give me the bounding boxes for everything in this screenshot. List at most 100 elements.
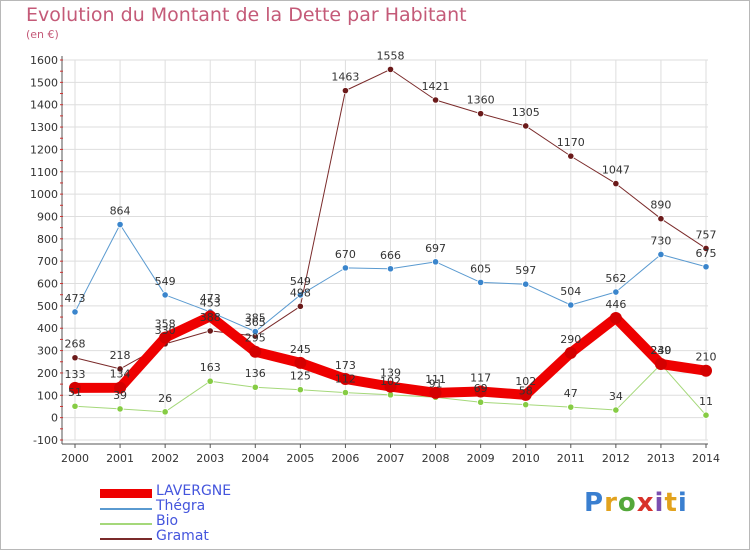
- y-tick-label: 1400: [30, 99, 58, 112]
- data-point: [206, 327, 214, 335]
- data-point: [522, 280, 530, 288]
- x-tick-label: 2012: [602, 452, 630, 465]
- data-point: [609, 311, 622, 324]
- data-label: 111: [425, 373, 446, 386]
- proxiti-logo: Proxiti: [584, 488, 688, 518]
- data-label: 136: [245, 367, 266, 380]
- y-tick-label: -100: [33, 434, 58, 447]
- data-point: [116, 405, 124, 413]
- data-point: [522, 401, 530, 409]
- data-point: [159, 331, 172, 344]
- data-label: 163: [200, 361, 221, 374]
- y-tick-label: 1100: [30, 166, 58, 179]
- data-label: 1360: [467, 94, 495, 107]
- data-label: 446: [605, 298, 626, 311]
- data-label: 133: [65, 368, 86, 381]
- data-label: 562: [605, 272, 626, 285]
- data-label: 605: [470, 262, 491, 275]
- legend-label: LAVERGNE: [156, 483, 232, 499]
- data-point: [431, 96, 440, 104]
- data-label: 34: [609, 390, 623, 403]
- data-point: [114, 381, 127, 394]
- x-tick-label: 2014: [692, 452, 720, 465]
- legend-swatch: [100, 523, 152, 525]
- data-label: 1558: [377, 49, 405, 62]
- data-label: 473: [200, 292, 221, 305]
- data-point: [522, 122, 530, 130]
- y-tick-label: 300: [37, 345, 58, 358]
- data-label: 239: [650, 344, 671, 357]
- data-label: 1421: [422, 80, 450, 93]
- data-label: 365: [245, 316, 266, 329]
- data-label: 268: [65, 338, 86, 351]
- data-label: 173: [335, 359, 356, 372]
- data-label: 47: [564, 387, 578, 400]
- data-label: 210: [696, 351, 717, 364]
- data-point: [477, 278, 485, 287]
- data-label: 125: [290, 370, 311, 383]
- data-point: [161, 291, 169, 299]
- data-label: 1047: [602, 164, 630, 177]
- data-label: 102: [380, 375, 401, 388]
- data-point: [567, 301, 575, 309]
- data-point: [519, 388, 532, 401]
- logo-letter: x: [636, 488, 655, 518]
- data-label: 102: [515, 375, 536, 388]
- data-label: 39: [113, 389, 127, 402]
- data-point: [71, 354, 79, 362]
- logo-letter: i: [677, 488, 688, 518]
- data-point: [69, 381, 81, 394]
- data-point: [386, 65, 395, 73]
- legend-swatch: [100, 508, 152, 510]
- legend-label: Gramat: [156, 528, 209, 544]
- data-point: [477, 110, 485, 118]
- data-point: [612, 406, 620, 414]
- data-label: 58: [519, 385, 533, 398]
- data-label: 117: [470, 371, 491, 384]
- data-label: 51: [68, 386, 82, 399]
- data-label: 69: [474, 382, 488, 395]
- legend-label: Bio: [156, 513, 179, 529]
- data-point: [567, 152, 575, 160]
- y-tick-label: 0: [51, 412, 58, 425]
- x-tick-label: 2008: [422, 452, 450, 465]
- x-tick-label: 2013: [647, 452, 675, 465]
- data-label: 498: [290, 286, 311, 299]
- data-label: 26: [158, 392, 172, 405]
- y-tick-label: 1200: [30, 143, 58, 156]
- legend-label: Thégra: [156, 498, 206, 514]
- data-point: [341, 87, 350, 95]
- data-point: [700, 364, 712, 377]
- data-point: [429, 386, 442, 399]
- data-label: 139: [380, 367, 401, 380]
- data-label: 504: [560, 285, 581, 298]
- data-point: [702, 263, 710, 271]
- data-label: 240: [650, 344, 671, 357]
- data-point: [567, 403, 575, 411]
- x-tick-label: 2004: [241, 452, 269, 465]
- data-point: [206, 377, 214, 385]
- data-point: [431, 258, 440, 266]
- data-point: [702, 411, 710, 419]
- y-tick-label: 600: [37, 278, 58, 291]
- data-label: 295: [245, 332, 266, 345]
- data-label: 757: [696, 228, 717, 241]
- logo-letter: o: [617, 488, 637, 518]
- data-label: 1305: [512, 106, 540, 119]
- data-point: [251, 383, 259, 391]
- y-tick-label: 200: [37, 367, 58, 380]
- x-tick-label: 2010: [512, 452, 540, 465]
- data-point: [249, 345, 262, 358]
- chart-title: Evolution du Montant de la Dette par Hab…: [26, 4, 467, 26]
- chart-subtitle: (en €): [26, 28, 59, 41]
- data-label: 385: [245, 312, 266, 325]
- data-point: [116, 220, 124, 229]
- logo-letter: r: [604, 488, 618, 518]
- logo-letter: P: [584, 488, 605, 518]
- logo-letter: i: [654, 488, 665, 518]
- data-label: 890: [650, 199, 671, 212]
- y-tick-label: 800: [37, 233, 58, 246]
- data-label: 1463: [331, 71, 359, 84]
